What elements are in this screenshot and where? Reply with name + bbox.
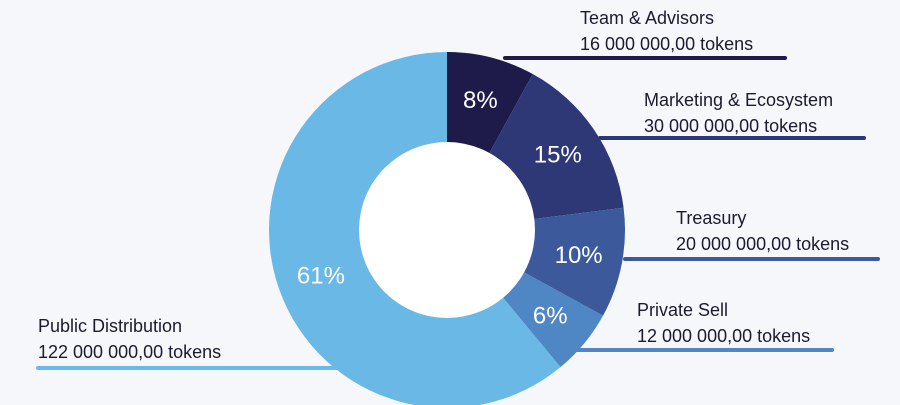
legend-name: Marketing & Ecosystem [644, 90, 833, 110]
legend-entry: Team & Advisors 16 000 000,00 tokens [503, 8, 787, 60]
legend-layer: Team & Advisors 16 000 000,00 tokens Marke… [36, 8, 880, 370]
slice-percent-label: 15% [534, 142, 582, 169]
legend-name: Team & Advisors [580, 8, 714, 28]
legend-name: Private Sell [637, 300, 728, 320]
legend-token-amount: 122 000 000,00 tokens [38, 342, 221, 362]
legend-token-amount: 30 000 000,00 tokens [644, 116, 817, 136]
legend-token-amount: 20 000 000,00 tokens [676, 234, 849, 254]
legend-name: Public Distribution [38, 316, 182, 336]
legend-entry: Treasury 20 000 000,00 tokens [623, 208, 880, 261]
legend-entry: Marketing & Ecosystem 30 000 000,00 token… [598, 90, 866, 140]
slice-percent-label: 8% [463, 87, 498, 114]
legend-token-amount: 12 000 000,00 tokens [637, 326, 810, 346]
legend-entry: Public Distribution 122 000 000,00 tokens [36, 316, 352, 370]
legend-token-amount: 16 000 000,00 tokens [580, 34, 753, 54]
slice-percent-label: 6% [533, 302, 568, 329]
legend-name: Treasury [676, 208, 746, 228]
legend-entry: Private Sell 12 000 000,00 tokens [558, 300, 834, 352]
donut-hole [359, 142, 535, 318]
percent-labels-layer: 8% 15% 10% 6% 61% [297, 87, 603, 329]
slice-percent-label: 61% [297, 262, 345, 289]
slice-percent-label: 10% [555, 242, 603, 269]
